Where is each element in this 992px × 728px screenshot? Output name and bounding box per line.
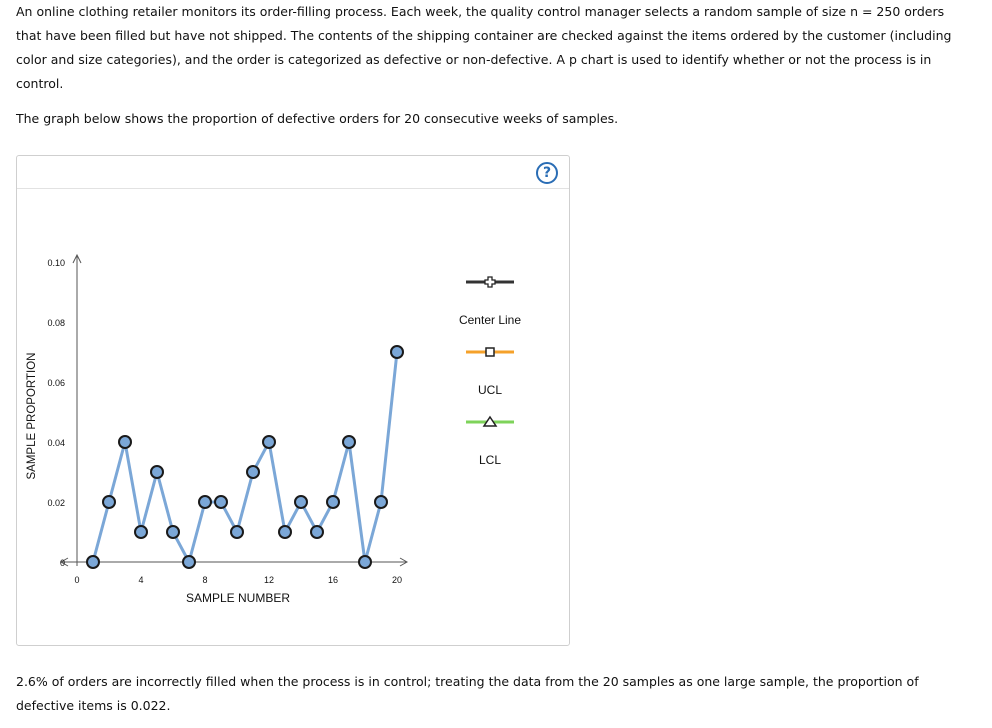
legend-label: LCL [479, 453, 501, 467]
y-axis-arrow [72, 253, 82, 264]
chart-axes [59, 253, 409, 567]
intro-line: control. [16, 76, 64, 91]
help-button[interactable]: ? [536, 162, 558, 184]
data-point[interactable] [166, 525, 180, 539]
x-ticks: 0 4 8 12 16 20 [74, 575, 402, 585]
intro-line: An online clothing retailer monitors its… [16, 4, 945, 19]
data-point[interactable] [358, 555, 372, 569]
data-point[interactable] [198, 495, 212, 509]
y-ticks: 0 0.02 0.04 0.06 0.08 0.10 [47, 258, 65, 568]
legend[interactable]: Center Line UCL LCL [459, 276, 521, 467]
data-point[interactable] [342, 435, 356, 449]
x-axis-arrow-right [399, 557, 409, 567]
data-point[interactable] [134, 525, 148, 539]
y-tick-label: 0.04 [47, 438, 65, 448]
x-tick-label: 12 [264, 575, 274, 585]
data-point[interactable] [326, 495, 340, 509]
problem-conclusion: 2.6% of orders are incorrectly filled wh… [16, 670, 976, 718]
intro-line: color and size categories), and the orde… [16, 52, 932, 67]
data-point[interactable] [310, 525, 324, 539]
chart-panel: ? 0 0.02 0.04 0.06 0.08 0.10 0 4 8 12 16 20 SAMPLE… [16, 155, 570, 646]
conclusion-line: 2.6% of orders are incorrectly filled wh… [16, 674, 919, 689]
y-tick-label: 0.10 [47, 258, 65, 268]
data-point[interactable] [214, 495, 228, 509]
x-tick-label: 8 [202, 575, 207, 585]
conclusion-line: defective items is 0.022. [16, 698, 171, 713]
plus-marker-icon [484, 276, 496, 288]
chart-toolbar [17, 156, 569, 189]
data-point[interactable] [262, 435, 276, 449]
legend-label: Center Line [459, 313, 521, 327]
x-axis-label: SAMPLE NUMBER [186, 591, 290, 605]
data-point[interactable] [246, 465, 260, 479]
data-point[interactable] [278, 525, 292, 539]
legend-label: UCL [478, 383, 502, 397]
p-chart[interactable]: 0 0.02 0.04 0.06 0.08 0.10 0 4 8 12 16 20 SAMPLE P… [17, 156, 569, 645]
series-line [91, 351, 399, 564]
problem-intro: An online clothing retailer monitors its… [16, 0, 976, 96]
data-point[interactable] [182, 555, 196, 569]
y-tick-label: 0.02 [47, 498, 65, 508]
graph-lead: The graph below shows the proportion of … [16, 111, 619, 126]
data-point[interactable] [102, 495, 116, 509]
y-axis-label: SAMPLE PROPORTION [26, 353, 38, 480]
x-axis-arrow-left [59, 557, 69, 567]
x-tick-label: 4 [138, 575, 143, 585]
data-point[interactable] [230, 525, 244, 539]
square-marker-icon [485, 347, 495, 357]
x-tick-label: 20 [392, 575, 402, 585]
x-tick-label: 0 [74, 575, 79, 585]
data-points[interactable] [86, 345, 404, 569]
y-tick-label: 0.08 [47, 318, 65, 328]
y-tick-label: 0 [60, 558, 65, 568]
data-point[interactable] [390, 345, 404, 359]
data-point[interactable] [374, 495, 388, 509]
data-point[interactable] [118, 435, 132, 449]
data-point[interactable] [294, 495, 308, 509]
x-tick-label: 16 [328, 575, 338, 585]
y-tick-label: 0.06 [47, 378, 65, 388]
data-point[interactable] [86, 555, 100, 569]
intro-line: that have been filled but have not shipp… [16, 28, 952, 43]
triangle-marker-icon [482, 415, 498, 427]
data-point[interactable] [150, 465, 164, 479]
